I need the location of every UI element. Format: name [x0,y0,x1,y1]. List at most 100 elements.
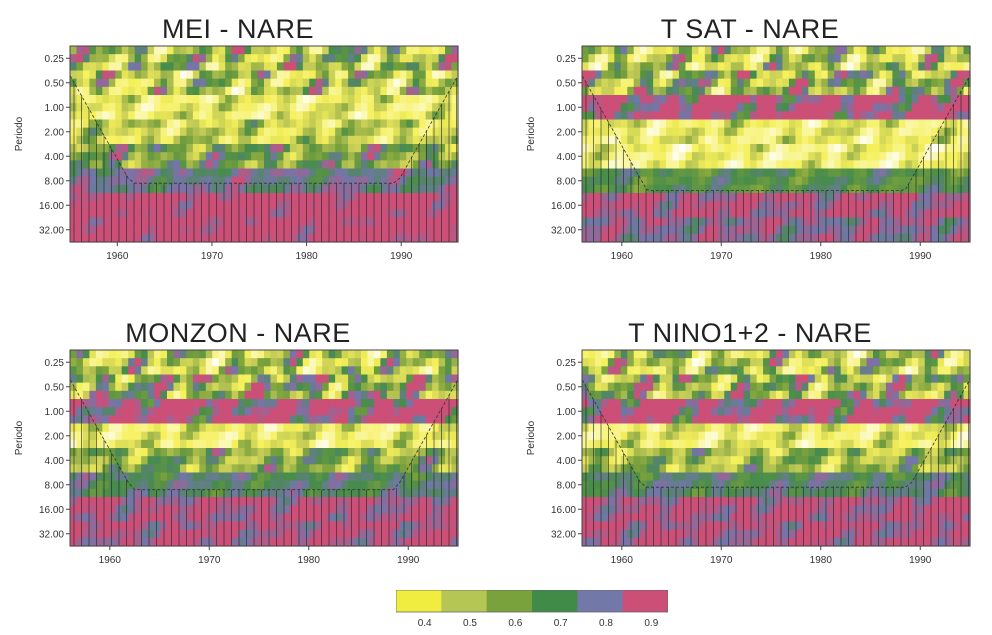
coherence-cell [186,472,194,482]
coherence-cell [205,127,213,137]
coherence-cell [309,497,317,506]
coherence-cell [937,201,945,210]
coherence-cell [251,193,259,202]
coherence-cell [179,537,187,547]
coherence-cell [296,505,304,514]
coherence-cell [834,184,842,194]
coherence-cell [289,358,297,367]
coherence-cell [911,374,919,384]
coherence-cell [147,217,155,227]
coherence-cell [186,111,194,121]
coherence-cell [614,209,622,219]
coherence-cell [425,521,433,531]
coherence-cell [115,62,123,72]
coherence-cell [270,176,278,186]
coherence-cell [115,439,123,449]
coherence-cell [231,382,239,392]
coherence-cell [244,225,252,235]
coherence-cell [885,358,893,367]
coherence-cell [944,46,952,55]
coherence-cell [289,225,297,235]
coherence-cell [186,423,194,433]
coherence-cell [847,103,855,112]
coherence-cell [419,103,427,112]
coherence-cell [795,86,803,96]
coherence-cell [808,95,816,104]
coherence-cell [937,225,945,235]
coherence-cell [711,160,719,170]
coherence-cell [341,62,349,72]
coherence-cell [386,54,394,63]
coherence-cell [361,439,369,449]
coherence-cell [627,144,635,153]
coherence-cell [711,233,719,243]
coherence-cell [121,456,129,465]
coherence-cell [438,399,446,408]
coherence-cell [905,209,913,219]
coherence-cell [821,193,829,202]
coherence-cell [691,366,699,376]
coherence-cell [724,225,732,235]
coherence-cell [212,135,220,145]
coherence-cell [102,448,110,457]
coherence-cell [354,423,362,433]
coherence-cell [653,217,661,227]
coherence-cell [438,521,446,531]
coherence-cell [95,111,103,121]
coherence-cell [730,160,738,170]
coherence-cell [199,456,207,465]
coherence-cell [218,86,226,96]
coherence-cell [205,176,213,186]
coherence-cell [264,225,272,235]
coherence-cell [108,193,116,202]
coherence-cell [646,119,654,129]
coherence-cell [717,390,725,400]
coherence-cell [192,423,200,433]
coherence-cell [827,233,835,243]
coherence-cell [666,233,674,243]
coherence-cell [199,464,207,474]
coherence-cell [451,374,459,384]
coherence-cell [879,119,887,129]
coherence-cell [393,374,401,384]
coherence-cell [179,62,187,72]
coherence-cell [335,505,343,514]
coherence-cell [335,111,343,121]
coherence-cell [425,176,433,186]
coherence-cell [750,70,758,80]
coherence-cell [218,529,226,539]
coherence-cell [186,431,194,441]
coherence-cell [620,144,628,153]
coherence-cell [944,103,952,112]
coherence-cell [95,505,103,514]
coherence-cell [231,46,239,55]
coherence-cell [659,193,667,202]
coherence-cell [328,415,336,425]
coherence-cell [186,209,194,219]
coherence-cell [315,201,323,210]
coherence-cell [944,350,952,359]
coherence-cell [251,135,259,145]
coherence-cell [412,152,420,161]
coherence-cell [315,176,323,186]
coherence-cell [309,480,317,490]
coherence-cell [302,472,310,482]
coherence-cell [601,62,609,72]
coherence-cell [782,184,790,194]
coherence-cell [121,201,129,210]
coherence-cell [296,225,304,235]
coherence-cell [128,464,136,474]
coherence-cell [451,209,459,219]
coherence-cell [192,439,200,449]
coherence-cell [251,521,259,531]
coherence-cell [218,431,226,441]
coherence-cell [406,103,414,112]
coherence-cell [769,358,777,367]
coherence-cell [633,152,641,161]
coherence-cell [769,144,777,153]
coherence-cell [653,46,661,55]
coherence-cell [154,78,162,88]
coherence-cell [309,382,317,392]
coherence-cell [244,62,252,72]
coherence-cell [167,152,175,161]
